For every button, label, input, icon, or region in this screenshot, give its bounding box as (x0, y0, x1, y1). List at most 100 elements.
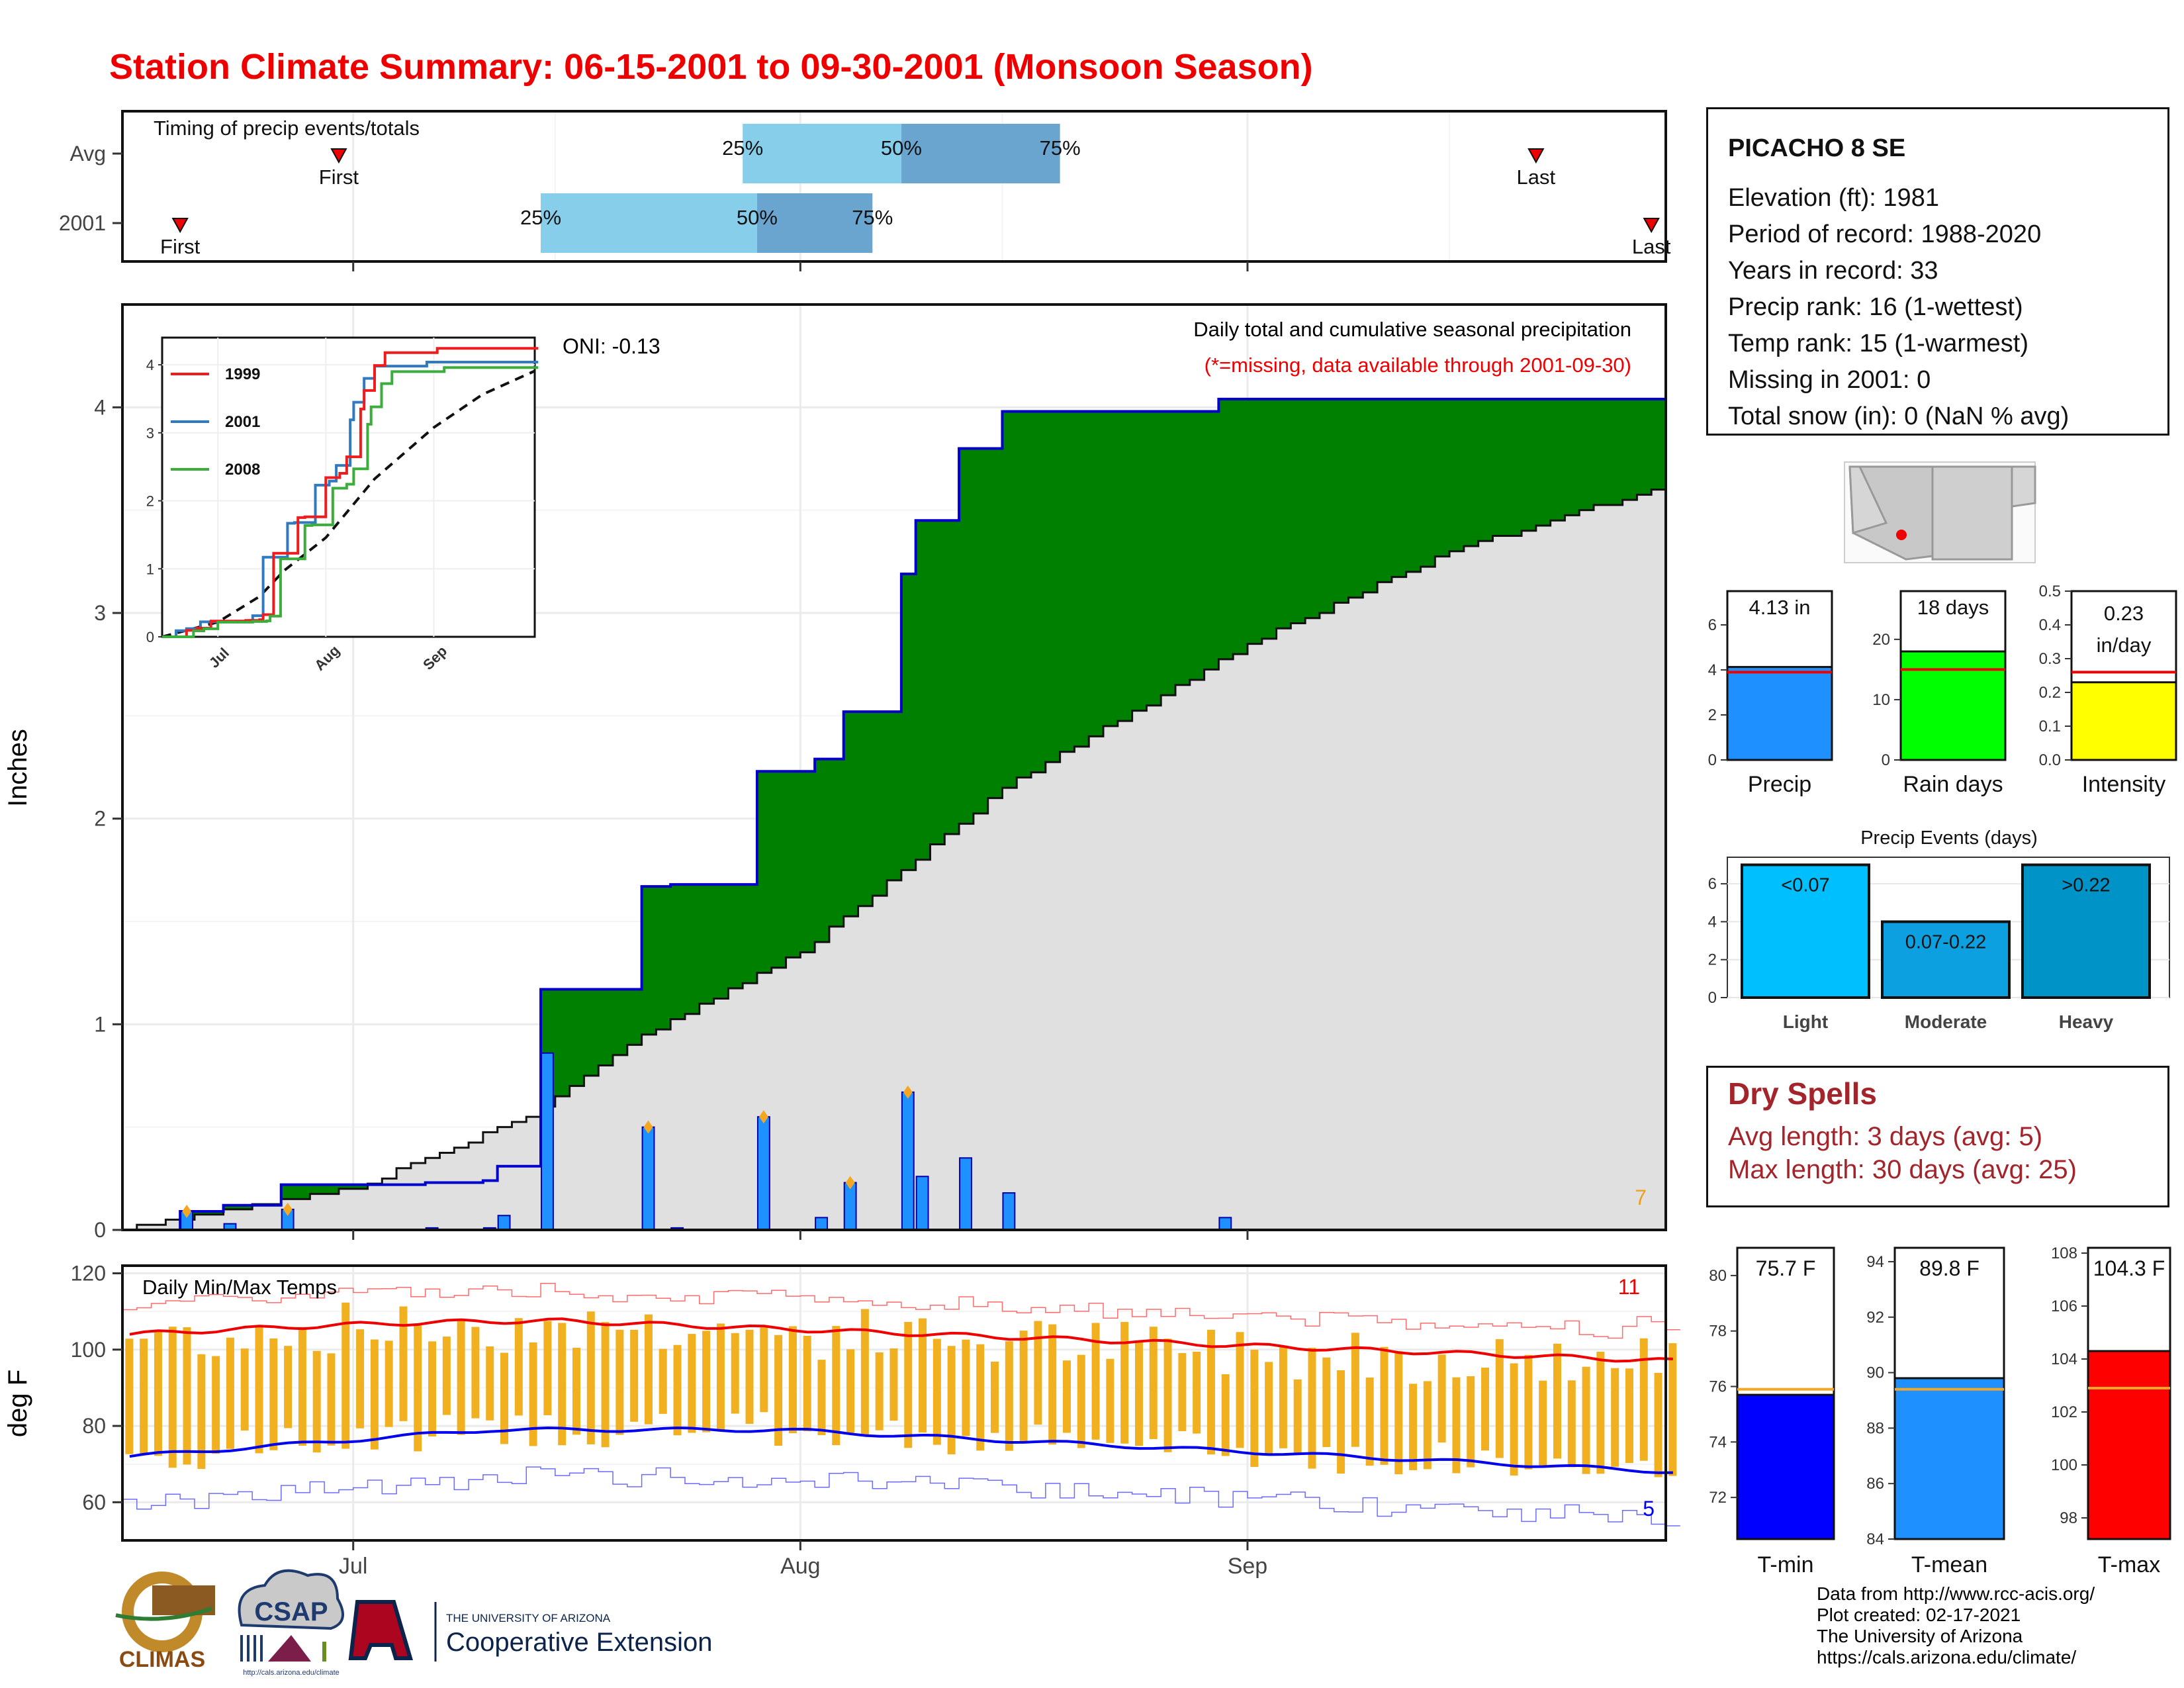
daily-temp-range-bar (1337, 1370, 1345, 1474)
daily-temp-range-bar (615, 1329, 624, 1435)
daily-temp-range-bar (1495, 1339, 1504, 1458)
last-label: Last (1517, 165, 1556, 189)
inset-y-tick-label: 0 (146, 629, 154, 645)
above-avg-segment (1637, 399, 1652, 495)
daily-record-marker (903, 1085, 913, 1099)
above-avg-segment (1550, 399, 1566, 521)
daily-temp-range-bar (586, 1311, 595, 1444)
daily-temp-range-bar (947, 1346, 956, 1455)
inset-y-tick-label: 3 (146, 425, 154, 442)
above-avg-segment (1218, 399, 1234, 659)
precip-subtitle: Daily total and cumulative seasonal prec… (1193, 318, 1631, 341)
daily-temp-range-bar (702, 1331, 711, 1432)
temp-frame (121, 1264, 1667, 1542)
daily-temp-range-bar (860, 1309, 869, 1435)
daily-temp-range-bar (1394, 1351, 1403, 1475)
timing-label: Timing of precip events/totals (154, 117, 420, 140)
credits-line-3: The University of Arizona (1817, 1626, 2023, 1646)
daily-temp-range-bar (774, 1335, 783, 1446)
above-avg-segment (1002, 411, 1017, 788)
above-avg-segment (800, 771, 815, 953)
above-avg-segment (569, 989, 585, 1086)
above-avg-segment (901, 573, 917, 870)
daily-temp-range-bar (1654, 1372, 1662, 1477)
daily-temp-range-bar (385, 1340, 393, 1427)
daily-temp-range-bar (399, 1306, 408, 1421)
events-bar-range: <0.07 (1781, 874, 1829, 896)
above-avg-segment (713, 884, 729, 999)
location-map (1844, 461, 2036, 563)
daily-temp-range-bar (168, 1327, 177, 1468)
daily-temp-range-bar (1048, 1324, 1057, 1445)
above-avg-segment (756, 771, 772, 973)
station-marker (1896, 530, 1907, 540)
daily-precip-bar (641, 1126, 655, 1231)
daily-temp-range-bar (1236, 1332, 1244, 1448)
temp-y-tick-label: 100 (71, 1338, 106, 1362)
precip-y-tick-label: 3 (94, 601, 106, 625)
summary-tick-label: 0.3 (2039, 650, 2061, 668)
corner-count: 7 (1635, 1186, 1647, 1209)
summary-tick-label: 0.0 (2039, 751, 2061, 769)
daily-temp-range-bar (298, 1327, 306, 1446)
x-axis: Jul Aug Sep (339, 1540, 1267, 1579)
daily-temp-range-bar (1596, 1351, 1605, 1474)
summary-tick-label: 4 (1708, 661, 1717, 679)
above-avg-segment (1132, 411, 1148, 711)
events-bar-label: Heavy (2059, 1011, 2114, 1032)
temp-range-bars (125, 1302, 1677, 1477)
temp-y-label: deg F (3, 1370, 32, 1437)
credits: Data from http://www.rcc-acis.org/ Plot … (1817, 1583, 2095, 1668)
temp-bar-tick-label: 84 (1866, 1530, 1884, 1548)
timing-bar-q50-q75 (901, 124, 1060, 183)
temp-bar-tick-label: 106 (2051, 1297, 2077, 1315)
x-tick-label: Aug (780, 1554, 821, 1579)
temp-bar-label: T-min (1758, 1552, 1814, 1577)
above-avg-segment (281, 1184, 296, 1199)
summary-tick-label: 2 (1708, 706, 1717, 724)
daily-temp-range-bar (832, 1326, 841, 1446)
credits-line-2: Plot created: 02-17-2021 (1817, 1605, 2021, 1625)
page-title: Station Climate Summary: 06-15-2001 to 0… (109, 47, 1313, 87)
timing-bar-q50-q75 (756, 193, 873, 253)
above-avg-segment (1089, 411, 1104, 737)
temp-y-tick-label: 60 (82, 1490, 106, 1514)
daily-temp-range-bar (529, 1342, 537, 1446)
above-avg-segment (1334, 399, 1349, 603)
daily-temp-range-bar (1625, 1368, 1633, 1464)
cumulative-2001-line (122, 397, 1666, 1231)
timing-row-label-avg: Avg (69, 142, 106, 165)
timing-bar-q25-q50 (743, 124, 901, 183)
above-avg-segment (944, 520, 960, 834)
daily-temp-range-bar (1293, 1379, 1302, 1454)
above-avg-segment (1377, 399, 1392, 583)
daily-record-marker (643, 1120, 653, 1134)
station-info-box: PICACHO 8 SE Elevation (ft): 1981 Period… (1706, 107, 2169, 436)
x-tick-label: Jul (339, 1554, 367, 1579)
above-avg-segment (1161, 411, 1176, 696)
daily-temp-range-bar (1134, 1342, 1143, 1446)
above-avg-segment (1651, 399, 1666, 490)
map-state-newmexico (1931, 465, 2013, 561)
above-avg-segment (1074, 411, 1089, 747)
avg-tmax-line (129, 1317, 1673, 1363)
summary-bar-rain-days (1899, 650, 2007, 761)
summary-tick-label: 0.2 (2039, 684, 2061, 702)
daily-record-marker (845, 1176, 855, 1190)
timing-label-50: 50% (881, 136, 922, 160)
above-avg-segment (1017, 411, 1032, 778)
above-avg-segment (930, 520, 945, 845)
above-avg-segment (872, 712, 887, 896)
daily-temp-range-bar (1582, 1366, 1590, 1474)
temp-bar-tick-label: 72 (1709, 1489, 1727, 1507)
daily-temp-range-bar (716, 1323, 725, 1431)
precip-y-tick-label: 1 (94, 1012, 106, 1036)
timing-label-25: 25% (520, 206, 561, 229)
inset-y-tick-label: 1 (146, 561, 154, 577)
above-avg-segment (1579, 399, 1594, 510)
daily-temp-range-bar (673, 1344, 682, 1436)
timing-panel: 25% 50% 75% First Last 25% 50% 75% First Last Tim… (59, 110, 1671, 271)
above-avg-segment (324, 1184, 340, 1194)
